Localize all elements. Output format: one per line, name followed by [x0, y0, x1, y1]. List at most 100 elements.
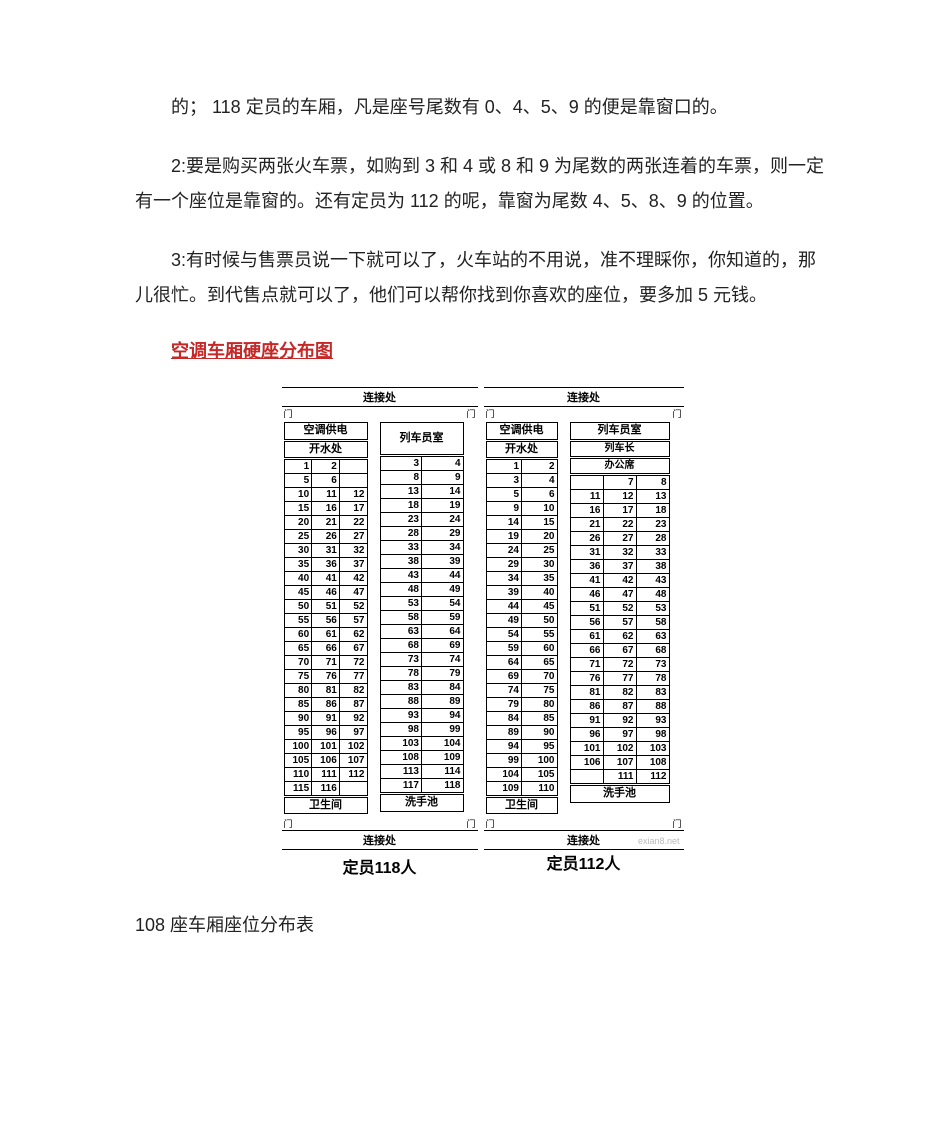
seat-cell: 101	[570, 742, 603, 756]
seat-cell: 21	[312, 515, 340, 529]
seat-cell: 27	[339, 529, 367, 543]
seat-cell: 17	[339, 501, 367, 515]
washbasin-box: 洗手池	[570, 785, 670, 802]
seat-cell: 83	[380, 681, 422, 695]
seat-cell: 67	[339, 641, 367, 655]
seat-cell: 89	[486, 725, 522, 739]
washbasin-box: 洗手池	[380, 794, 464, 811]
seat-grid-right: 7811121316171821222326272831323336373841…	[570, 475, 670, 784]
seat-cell: 78	[636, 672, 669, 686]
seat-cell: 86	[570, 700, 603, 714]
seat-cell: 53	[636, 602, 669, 616]
seat-cell: 21	[570, 518, 603, 532]
seat-cell: 20	[522, 529, 558, 543]
seat-cell: 22	[603, 518, 636, 532]
seat-cell: 55	[284, 613, 312, 627]
seat-cell: 83	[636, 686, 669, 700]
seat-cell: 95	[284, 725, 312, 739]
seat-cell: 72	[339, 655, 367, 669]
seat-cell: 118	[422, 779, 464, 793]
seat-cell: 64	[486, 655, 522, 669]
seat-cell: 3	[486, 473, 522, 487]
seat-cell: 65	[284, 641, 312, 655]
seat-cell: 91	[570, 714, 603, 728]
seat-cell: 82	[603, 686, 636, 700]
seat-cell: 63	[380, 625, 422, 639]
seat-cell: 68	[380, 639, 422, 653]
connection-label-bottom: 连接处	[282, 830, 478, 850]
seat-cell: 81	[570, 686, 603, 700]
seat-cell: 24	[422, 513, 464, 527]
seat-cell: 33	[636, 546, 669, 560]
seat-cell: 34	[486, 571, 522, 585]
seat-cell: 8	[636, 476, 669, 490]
seat-cell: 1	[486, 459, 522, 473]
seat-cell: 10	[284, 487, 312, 501]
seat-cell: 104	[422, 737, 464, 751]
seat-cell: 18	[636, 504, 669, 518]
toilet-box: 卫生间	[284, 797, 368, 814]
seat-cell: 2	[522, 459, 558, 473]
seat-cell: 100	[284, 739, 312, 753]
seat-cell: 88	[636, 700, 669, 714]
connection-label-top: 连接处	[484, 387, 684, 407]
seat-cell	[570, 476, 603, 490]
seat-cell: 58	[636, 616, 669, 630]
seat-cell: 62	[603, 630, 636, 644]
seat-cell: 26	[312, 529, 340, 543]
seat-grid-left: 1234569101415192024252930343539404445495…	[486, 459, 558, 796]
door-row-top: 门 门	[484, 407, 684, 420]
seat-cell: 97	[339, 725, 367, 739]
seat-cell: 111	[312, 767, 340, 781]
seat-cell: 91	[312, 711, 340, 725]
seat-cell: 112	[339, 767, 367, 781]
seat-cell: 1	[284, 459, 312, 473]
seat-cell: 75	[284, 669, 312, 683]
seat-cell: 54	[486, 627, 522, 641]
seat-cell: 48	[636, 588, 669, 602]
seat-cell: 19	[422, 499, 464, 513]
seat-cell: 76	[570, 672, 603, 686]
seat-cell: 109	[422, 751, 464, 765]
seat-cell: 6	[522, 487, 558, 501]
seat-cell: 29	[486, 557, 522, 571]
seat-cell: 15	[522, 515, 558, 529]
seat-cell: 29	[422, 527, 464, 541]
seat-cell: 86	[312, 697, 340, 711]
seat-cell: 50	[284, 599, 312, 613]
seat-cell: 53	[380, 597, 422, 611]
seat-cell: 61	[312, 627, 340, 641]
seat-cell: 48	[380, 583, 422, 597]
seat-cell: 36	[570, 560, 603, 574]
seat-cell: 5	[284, 473, 312, 487]
seat-cell: 40	[522, 585, 558, 599]
seat-cell: 47	[603, 588, 636, 602]
seat-cell: 102	[339, 739, 367, 753]
seat-cell: 89	[422, 695, 464, 709]
seat-cell: 84	[422, 681, 464, 695]
seat-cell: 94	[486, 739, 522, 753]
paragraph-2: 3:有时候与售票员说一下就可以了，火车站的不用说，准不理睬你，你知道的，那儿很忙…	[135, 243, 830, 313]
seat-cell: 98	[380, 723, 422, 737]
seat-cell: 113	[380, 765, 422, 779]
seat-cell: 107	[339, 753, 367, 767]
seat-cell: 65	[522, 655, 558, 669]
seat-cell: 61	[570, 630, 603, 644]
footer-text: 108 座车厢座位分布表	[135, 908, 830, 943]
seat-cell: 40	[284, 571, 312, 585]
crew-room-box: 列车员室	[380, 422, 464, 455]
seat-cell: 9	[486, 501, 522, 515]
seat-cell: 8	[380, 471, 422, 485]
seat-cell: 43	[380, 569, 422, 583]
seat-cell: 111	[603, 770, 636, 784]
seat-cell: 79	[422, 667, 464, 681]
seat-cell: 77	[339, 669, 367, 683]
crew-room-box: 列车员室	[570, 422, 670, 440]
seat-cell: 84	[486, 711, 522, 725]
seat-cell: 92	[603, 714, 636, 728]
seat-cell: 49	[422, 583, 464, 597]
seat-cell: 34	[422, 541, 464, 555]
seat-cell: 32	[603, 546, 636, 560]
seat-cell: 70	[522, 669, 558, 683]
seat-cell: 5	[486, 487, 522, 501]
